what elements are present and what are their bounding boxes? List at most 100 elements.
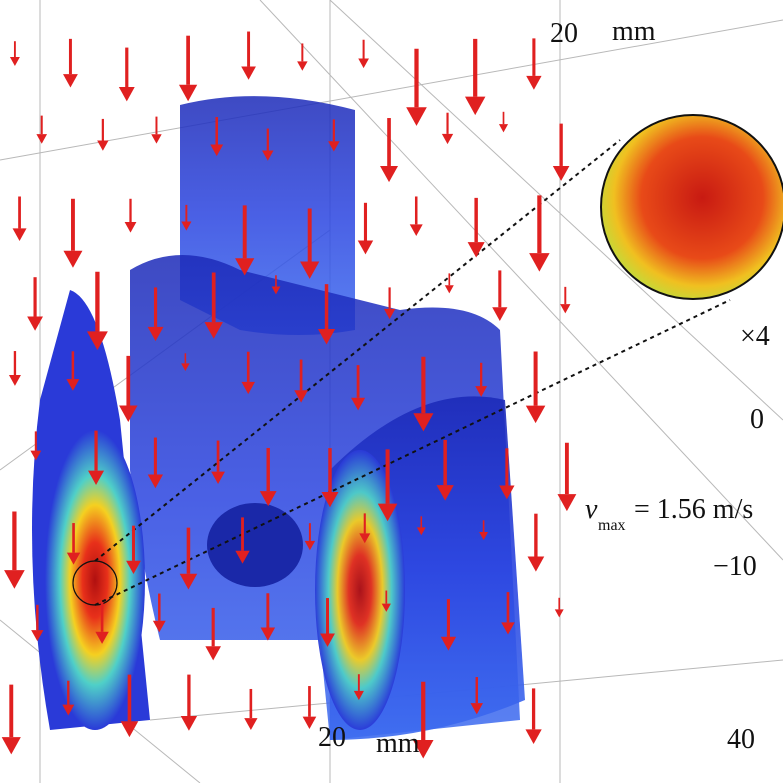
arrow-head	[211, 471, 225, 485]
arrow-head	[151, 134, 162, 144]
arrow-head	[436, 485, 454, 501]
arrow-head	[36, 134, 48, 144]
zoom-factor: ×4	[740, 321, 770, 352]
right-hot-zone	[315, 450, 405, 730]
axis-label: 40	[727, 724, 755, 755]
arrow-head	[271, 286, 281, 295]
arrow-head	[381, 603, 391, 612]
arrow-head	[359, 533, 371, 544]
arrow-head	[300, 261, 320, 279]
zoom-line	[94, 299, 731, 606]
arrow-head	[97, 140, 109, 151]
arrow-head	[554, 609, 564, 618]
arrow-head	[412, 740, 434, 759]
arrow-head	[63, 250, 83, 268]
arrow-head	[529, 253, 550, 272]
scale-unit: mm	[612, 16, 656, 47]
arrow-head	[498, 124, 509, 133]
arrow-head	[95, 631, 109, 644]
annotations: 20 mm ×4 0 v max = 1.56 m/s −10 20 mm 40	[318, 16, 770, 759]
arrow-head	[126, 560, 141, 575]
scale-unit: mm	[376, 728, 420, 759]
arrow-head	[152, 620, 166, 633]
arrow-head	[525, 729, 542, 744]
arrow-head	[358, 58, 369, 69]
arrow-head	[328, 141, 340, 152]
arrow-head	[560, 304, 571, 314]
arrow-head	[409, 224, 423, 237]
zoom-circle	[600, 114, 783, 300]
arrow-head	[1, 737, 21, 755]
arrow-head	[383, 308, 396, 320]
arrow-head	[377, 503, 398, 522]
arrow-head	[66, 379, 80, 391]
arrow-head	[235, 258, 255, 276]
scale-value: 20	[318, 722, 346, 753]
axis-label: 0	[750, 404, 764, 435]
arrow-head	[499, 485, 515, 500]
vmax-value: = 1.56 m/s	[634, 494, 753, 525]
arrow-head	[357, 240, 374, 255]
arrow-head	[88, 470, 105, 486]
arrow-head	[470, 703, 484, 715]
vmax-subscript: max	[598, 517, 626, 534]
arrow-head	[464, 96, 486, 116]
arrow-head	[413, 413, 434, 432]
vmax-symbol: v	[585, 494, 598, 525]
arrow-head	[294, 390, 308, 403]
arrow-head	[31, 630, 44, 642]
axis-label: −10	[713, 551, 757, 582]
arrow-head	[178, 84, 198, 102]
arrow-head	[353, 690, 364, 701]
arrow-head	[179, 573, 198, 590]
arrow-head	[441, 133, 454, 145]
left-hot-zone	[45, 430, 145, 730]
arrow-head	[525, 405, 546, 424]
arrow-head	[241, 66, 256, 80]
arrow-head	[317, 329, 336, 345]
arrow-head	[320, 633, 335, 647]
arrow-head	[210, 144, 224, 157]
arrow-head	[479, 532, 489, 541]
arrow-head	[527, 556, 545, 572]
arrow-head	[118, 87, 135, 102]
geometry	[32, 96, 783, 740]
arrow-head	[12, 228, 27, 241]
arrow-head	[467, 242, 485, 258]
arrow-head	[262, 150, 274, 161]
arrow-head	[9, 56, 20, 66]
arrow-head	[204, 322, 223, 339]
arrow-head	[321, 492, 339, 508]
arrow-head	[526, 75, 542, 90]
arrow-head	[180, 715, 198, 731]
arrow-head	[4, 570, 25, 589]
arrow-head	[380, 165, 399, 183]
arrow-head	[181, 221, 192, 231]
arrow-head	[304, 540, 316, 551]
arrow-head	[351, 397, 366, 411]
arrow-head	[62, 704, 75, 716]
arrow-head	[440, 636, 457, 651]
arrow-head	[147, 474, 164, 489]
arrow-head	[30, 450, 42, 461]
arrow-head	[205, 646, 221, 661]
arrow-head	[444, 285, 454, 294]
zoom-line	[94, 139, 621, 562]
arrow-head	[297, 61, 308, 71]
inner-hole	[207, 503, 303, 587]
arrow-head	[147, 326, 164, 342]
arrow-head	[120, 721, 139, 738]
arrow-head	[416, 527, 426, 536]
arrow-head	[66, 552, 81, 565]
arrow-head	[492, 307, 508, 321]
arrow-head	[259, 491, 277, 507]
scale-value: 20	[550, 18, 578, 49]
arrow-head	[119, 405, 138, 422]
arrow-head	[557, 494, 577, 512]
arrow-head	[501, 622, 515, 635]
arrow-head	[244, 718, 258, 731]
arrow-head	[302, 716, 317, 729]
arrow-head	[63, 74, 78, 88]
